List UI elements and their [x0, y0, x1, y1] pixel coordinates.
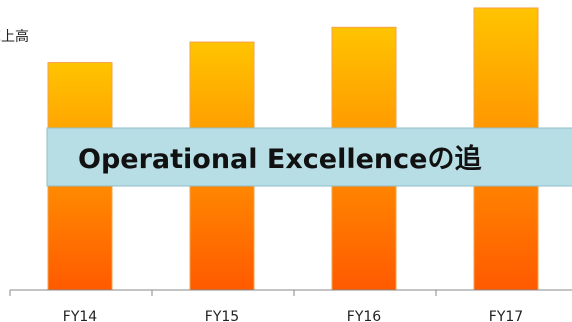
x-tick-label-fy15: FY15	[205, 309, 239, 322]
x-tick-label-fy17: FY17	[489, 309, 523, 322]
annotation-banner-box	[46, 127, 572, 187]
y-axis-label: 売上高	[0, 28, 29, 45]
x-tick-label-fy14: FY14	[63, 309, 98, 322]
x-tick-label-fy16: FY16	[347, 309, 382, 322]
annotation-banner: Operational Excellenceの追	[46, 127, 572, 187]
x-axis-tick-labels: FY14 FY15 FY16 FY17	[63, 309, 523, 322]
annotation-banner-text: Operational Excellenceの追	[78, 143, 481, 175]
x-axis-ticks	[9, 290, 437, 296]
